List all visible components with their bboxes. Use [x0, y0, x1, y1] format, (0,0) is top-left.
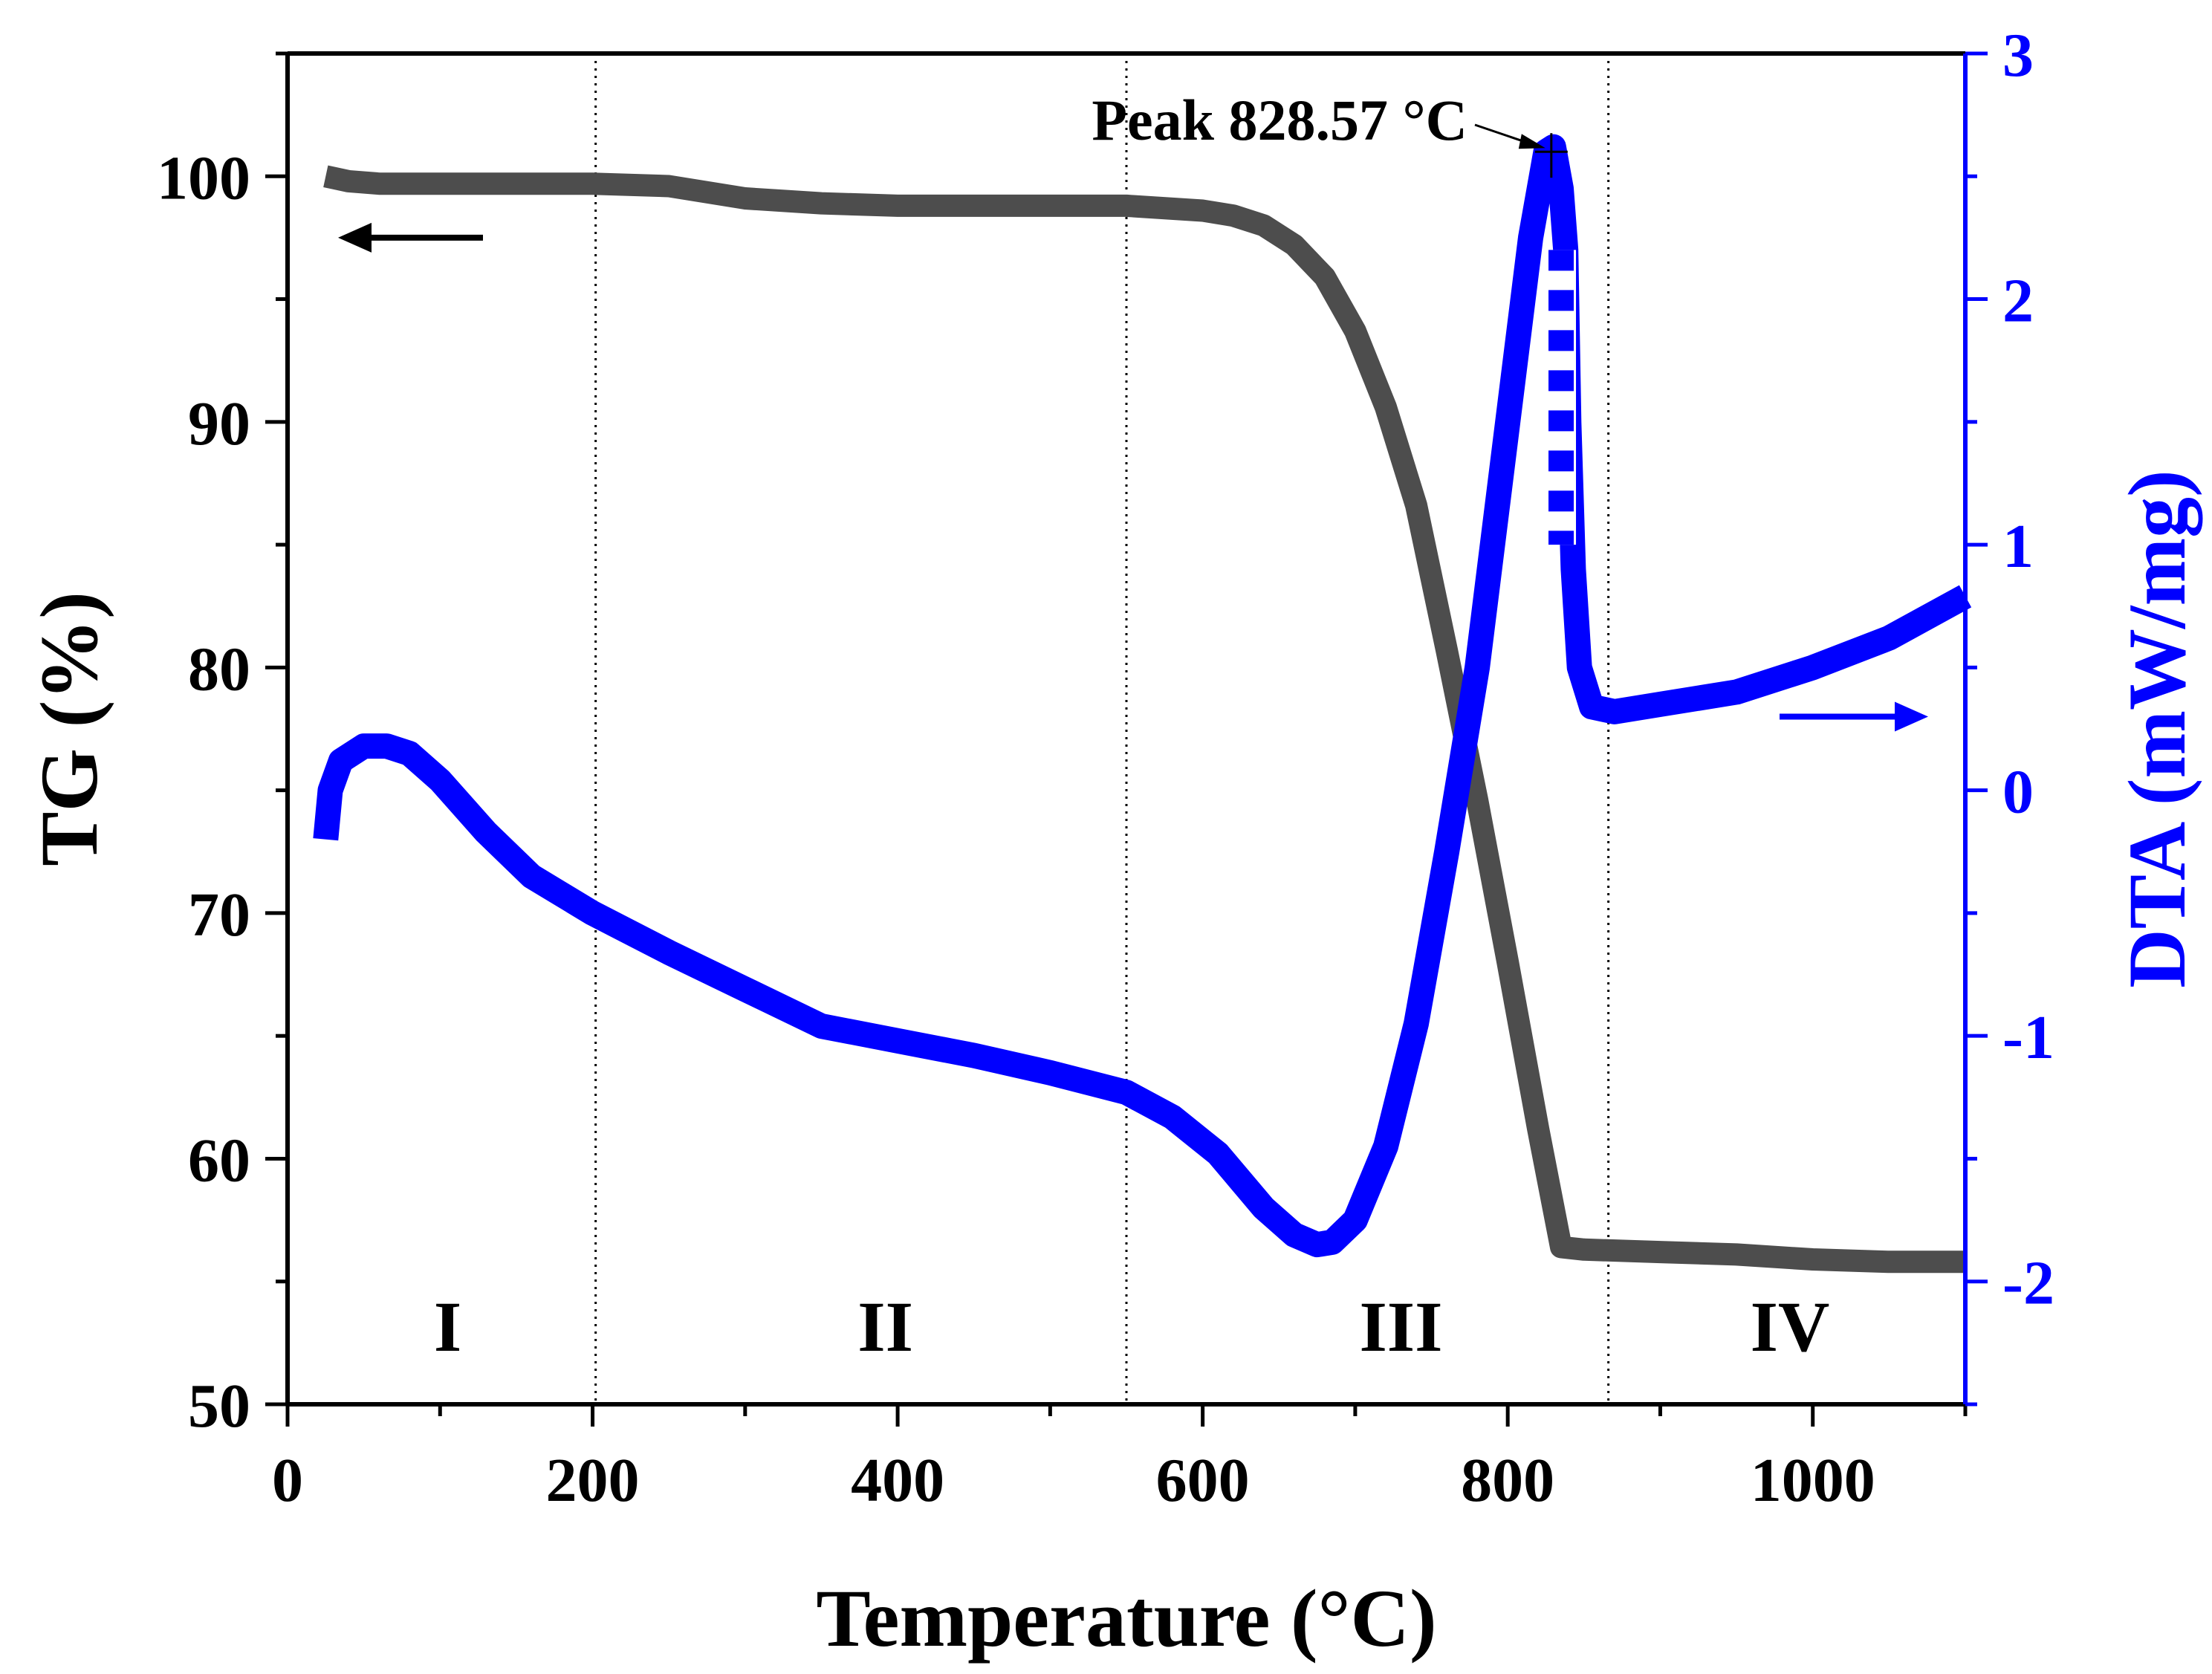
y-axis-right-title: DTA (mW/mg)	[2112, 470, 2202, 988]
x-tick-label-200: 200	[546, 1446, 640, 1515]
series-line-tg	[323, 165, 1965, 1274]
left-tick-label-70: 70	[188, 880, 250, 950]
x-tick-label-800: 800	[1461, 1446, 1554, 1515]
region-label-ii: II	[857, 1287, 913, 1366]
series-layer	[313, 134, 1972, 1274]
region-label-iv: IV	[1751, 1287, 1830, 1366]
x-tick-label-1000: 1000	[1751, 1446, 1875, 1515]
region-label-i: I	[434, 1287, 461, 1366]
region-label-iii: III	[1359, 1287, 1442, 1366]
right-tick-label-1: -1	[2002, 1003, 2054, 1072]
right-tick-label-0: -2	[2002, 1249, 2054, 1318]
right-tick-label-2: 0	[2002, 758, 2034, 827]
right-tick-label-5: 3	[2002, 21, 2034, 90]
left-tick-label-60: 60	[188, 1126, 250, 1195]
x-axis-title: Temperature (°C)	[816, 1573, 1436, 1664]
left-tick-label-90: 90	[188, 389, 250, 458]
x-tick-label-400: 400	[851, 1446, 944, 1515]
peak-annotation-label: Peak 828.57 °C	[1092, 88, 1467, 152]
left-tick-label-50: 50	[188, 1372, 250, 1441]
dta-axis-arrow-head	[1895, 701, 1928, 732]
left-tick-label-100: 100	[157, 143, 250, 213]
x-tick-label-600: 600	[1156, 1446, 1250, 1515]
series-line-dta	[313, 134, 1972, 1258]
axes-layer	[265, 51, 1988, 1427]
right-tick-label-4: 2	[2002, 267, 2034, 336]
region-boundaries	[594, 53, 1610, 1404]
left-tick-label-80: 80	[188, 635, 250, 704]
x-tick-label-0: 0	[272, 1446, 303, 1515]
right-tick-label-3: 1	[2002, 512, 2034, 581]
peak-annotation-arrowhead	[1518, 134, 1546, 149]
labels-layer: 0 200 400 600 800 1000 50 60 70 80 90 100 -2 -1 0 1 2 3 Te…	[24, 21, 2202, 1664]
tg-axis-arrow-head	[338, 222, 372, 253]
y-axis-left-title: TG (%)	[24, 591, 114, 866]
